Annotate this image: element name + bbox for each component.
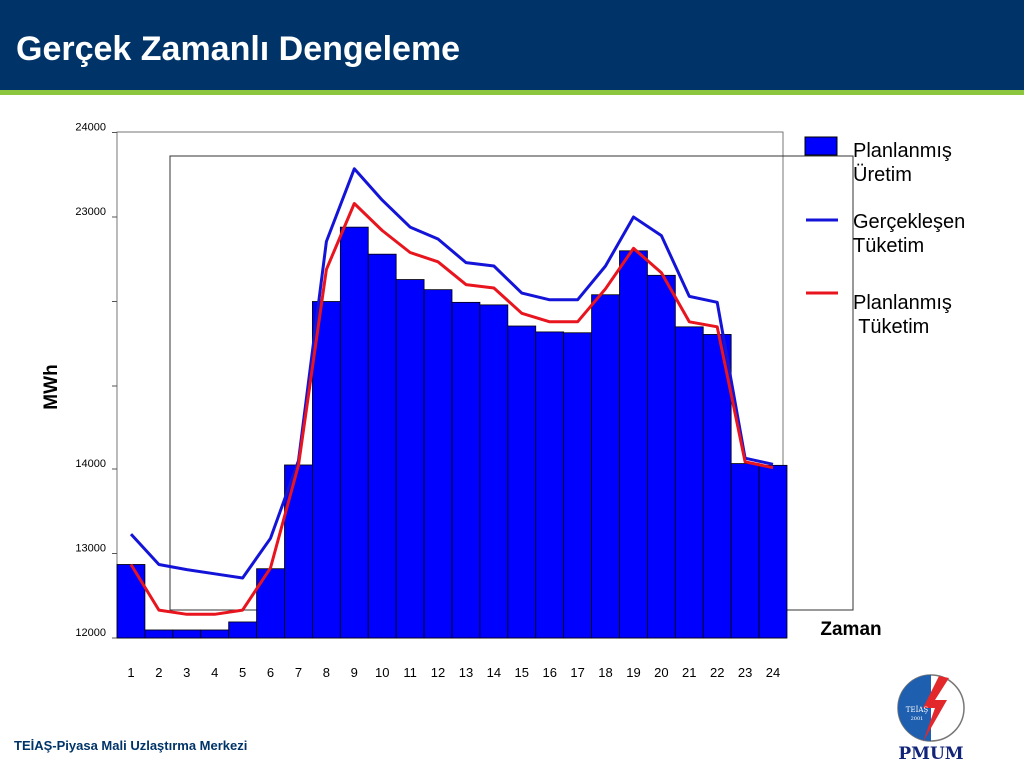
- logo-wordmark: PMUM: [898, 744, 963, 764]
- y-tick-label: 23000: [75, 206, 106, 218]
- bar-planned-production: [674, 326, 704, 639]
- bar-planned-production: [144, 629, 174, 639]
- line-planned-consumption: [129, 202, 774, 616]
- x-tick-label: 3: [183, 665, 190, 680]
- bar-planned-production: [228, 621, 257, 639]
- x-tick-label: 20: [654, 665, 668, 680]
- legend-swatch-bar: [804, 136, 838, 156]
- x-tick-label: 22: [710, 665, 724, 680]
- bar-planned-production: [423, 289, 453, 639]
- x-tick-label: 21: [682, 665, 696, 680]
- bar-planned-production: [507, 325, 537, 639]
- logo-blue-half: [898, 675, 931, 741]
- logo-emblem-text: TEİAŞ: [906, 705, 929, 714]
- y-axis-title: MWh: [41, 364, 62, 409]
- bar-planned-production: [256, 568, 285, 639]
- bar-planned-production: [535, 331, 565, 639]
- x-tick-label: 15: [515, 665, 529, 680]
- x-tick-label: 18: [598, 665, 612, 680]
- x-tick-label: 24: [766, 665, 780, 680]
- x-axis-title: Zaman: [820, 619, 881, 640]
- bar-planned-production: [116, 564, 146, 639]
- line-actual-consumption: [129, 167, 774, 580]
- pmum-logo: TEİAŞ 2001 PMUM: [897, 674, 965, 764]
- title-bar: Gerçek Zamanlı Dengeleme: [0, 0, 1024, 90]
- bar-planned-production: [619, 250, 648, 639]
- bar-planned-production: [730, 463, 760, 639]
- x-tick-label: 5: [239, 665, 246, 680]
- legend-label: Gerçekleşen Tüketim: [853, 211, 965, 257]
- x-tick-label: 7: [295, 665, 302, 680]
- title-accent-stripe: [0, 90, 1024, 95]
- x-tick-label: 23: [738, 665, 752, 680]
- lightning-icon: [923, 676, 949, 742]
- x-tick-label: 11: [403, 665, 417, 680]
- bar-planned-production: [172, 629, 202, 639]
- footer-text: TEİAŞ-Piyasa Mali Uzlaştırma Merkezi: [14, 738, 248, 753]
- bar-planned-production: [647, 274, 676, 639]
- bar-planned-production: [395, 279, 425, 639]
- logo-emblem-year: 2001: [911, 716, 924, 722]
- bar-planned-production: [367, 253, 397, 639]
- bar-planned-production: [312, 301, 341, 639]
- x-tick-label: 13: [459, 665, 473, 680]
- legend-label: Planlanmış Üretim: [853, 140, 952, 186]
- x-tick-label: 8: [323, 665, 330, 680]
- y-tick-label: 13000: [75, 543, 106, 555]
- x-tick-label: 16: [542, 665, 556, 680]
- y-tick-label: 24000: [75, 122, 106, 134]
- bar-planned-production: [451, 301, 481, 639]
- bar-planned-production: [702, 334, 732, 639]
- x-tick-label: 19: [626, 665, 640, 680]
- bar-planned-production: [479, 304, 509, 639]
- slide-title: Gerçek Zamanlı Dengeleme: [16, 30, 461, 68]
- bar-planned-production: [591, 294, 620, 639]
- bar-planned-production: [758, 464, 788, 639]
- bar-planned-production: [339, 226, 369, 639]
- bar-planned-production: [200, 629, 230, 639]
- x-tick-label: 12: [431, 665, 445, 680]
- x-tick-label: 4: [211, 665, 218, 680]
- y-tick-label: 12000: [75, 627, 106, 639]
- x-tick-label: 2: [155, 665, 162, 680]
- bar-planned-production: [563, 332, 592, 639]
- x-tick-label: 6: [267, 665, 274, 680]
- y-tick-label: 14000: [75, 458, 106, 470]
- legend-label: Planlanmış Tüketim: [853, 292, 952, 338]
- x-tick-label: 9: [351, 665, 358, 680]
- x-tick-label: 14: [487, 665, 501, 680]
- x-tick-label: 1: [127, 665, 134, 680]
- x-tick-label: 17: [570, 665, 584, 680]
- x-tick-label: 10: [375, 665, 389, 680]
